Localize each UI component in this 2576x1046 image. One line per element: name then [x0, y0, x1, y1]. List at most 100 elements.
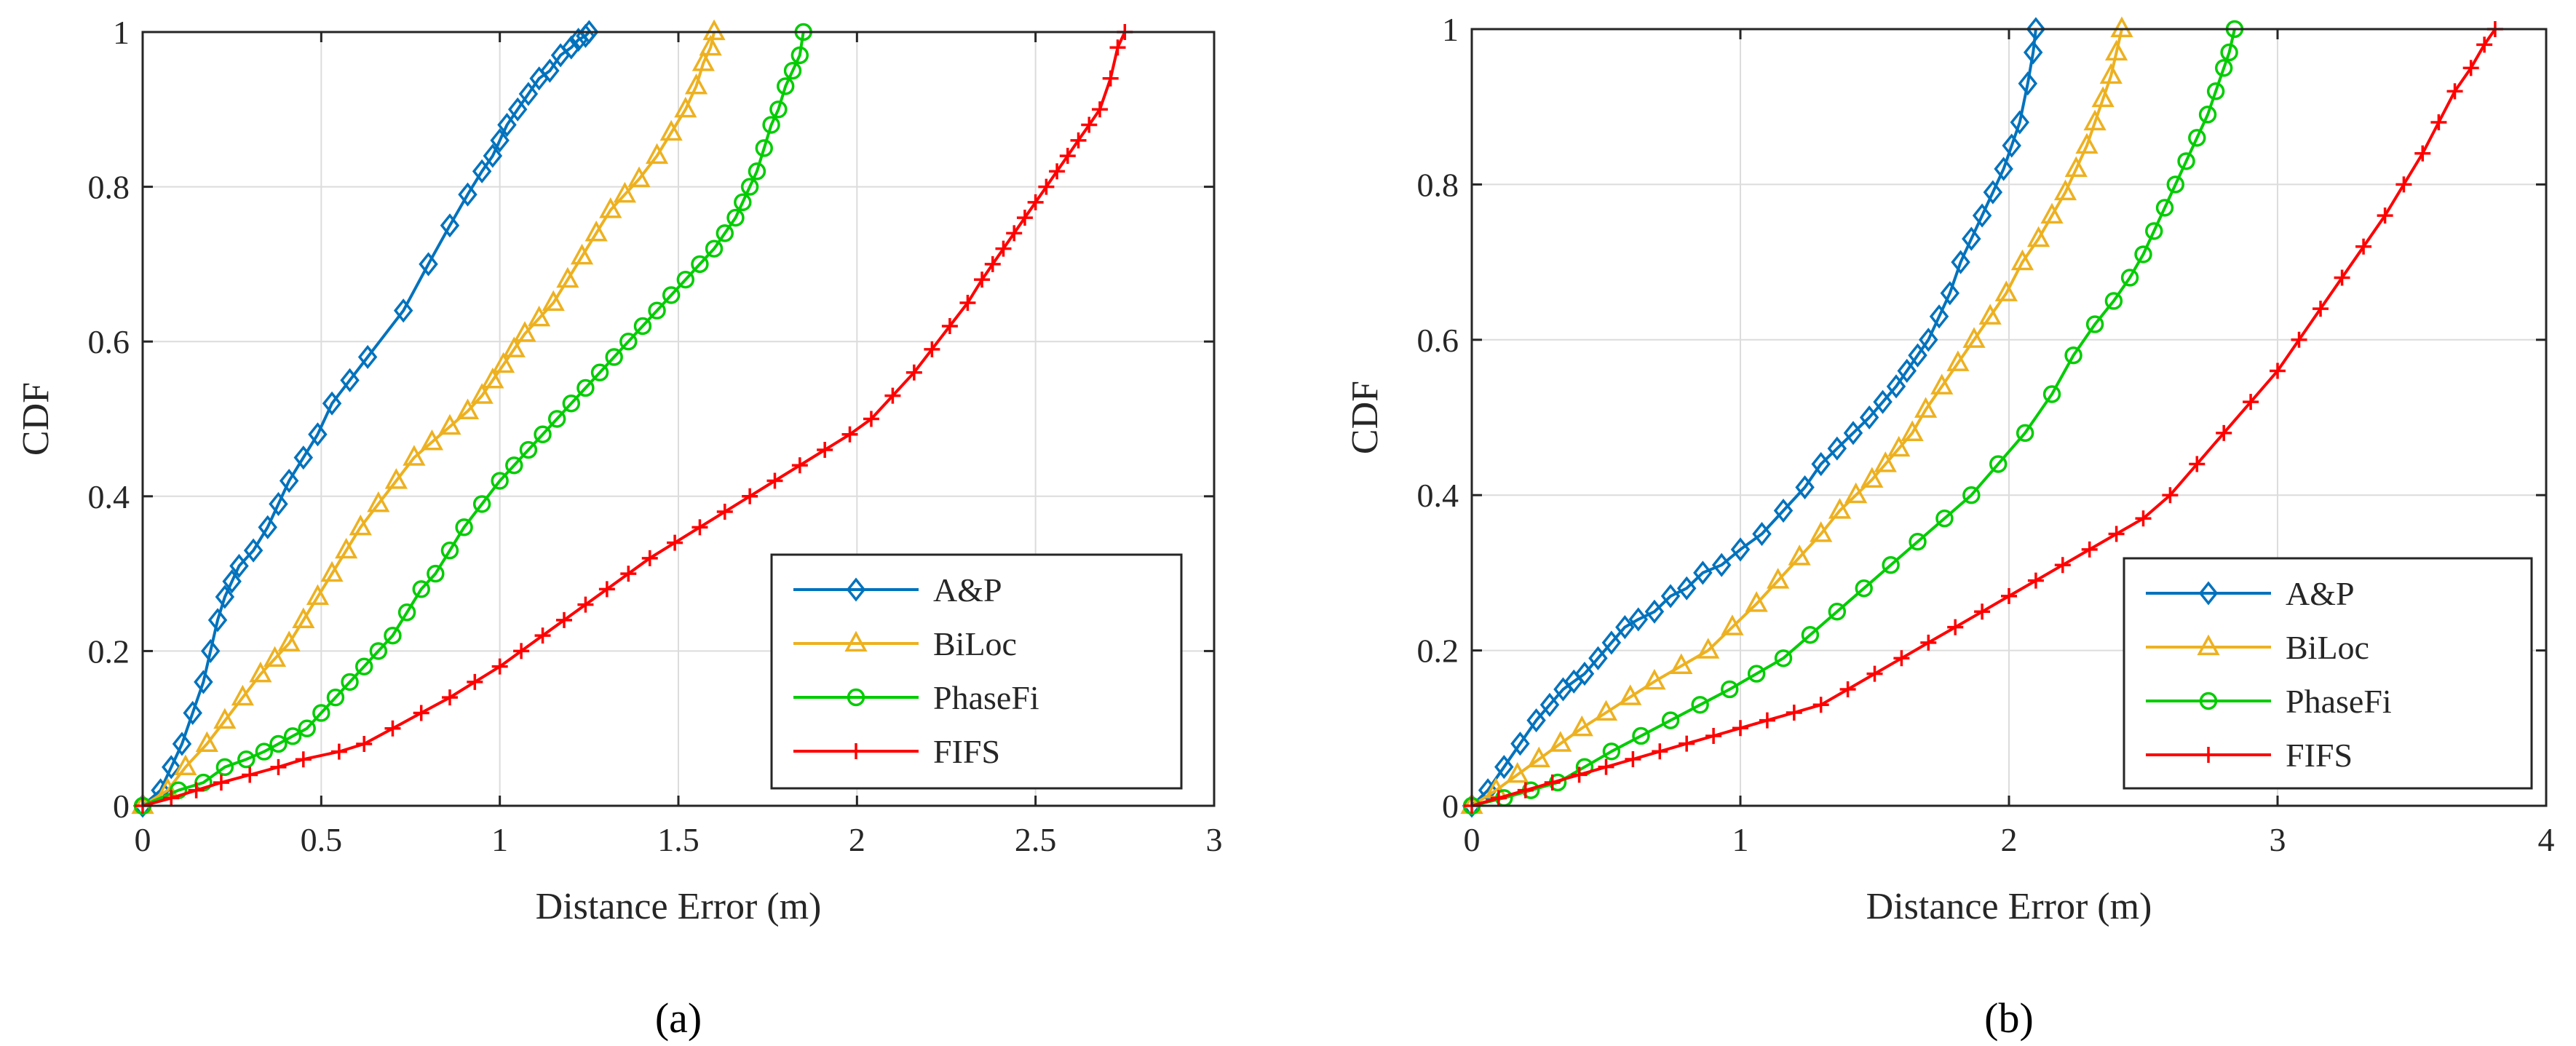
data-point-b-0-19 — [1752, 521, 1772, 547]
data-point-a-0-26 — [490, 128, 510, 153]
data-point-a-3-33 — [941, 317, 958, 334]
x-tick-label-a-4: 2 — [849, 821, 865, 858]
data-point-a-1-36 — [684, 74, 708, 95]
legend-marker-shape-a-1 — [844, 630, 868, 652]
data-point-b-1-20 — [1887, 435, 1911, 457]
chart-panel-a: 0 0.5 1 1.5 2 2.5 3 0 0.2 0.4 0.6 0.8 1 Distance Err… — [15, 14, 1223, 1042]
data-point-b-3-14 — [1839, 681, 1856, 697]
legend-label-a-1: BiLoc — [933, 625, 1017, 662]
data-point-b-1-25 — [1962, 327, 1986, 348]
data-point-a-2-36 — [705, 239, 724, 258]
data-point-b-3-7 — [1652, 743, 1668, 760]
data-point-b-0-9 — [1588, 646, 1608, 670]
data-point-b-0-16 — [1693, 560, 1713, 585]
legend-marker-shape-b-1 — [2197, 634, 2220, 656]
legend-item-b-0: A&P — [2146, 575, 2355, 612]
data-point-a-2-26 — [562, 395, 580, 413]
data-point-a-2-47 — [790, 46, 809, 65]
data-point-b-0-23 — [1827, 436, 1847, 461]
data-point-a-2-31 — [633, 317, 652, 336]
data-point-b-1-29 — [2026, 226, 2050, 247]
data-point-a-2-34 — [676, 270, 695, 289]
data-point-a-2-33 — [662, 286, 681, 304]
data-point-a-3-6 — [295, 751, 312, 768]
data-point-b-0-4 — [1526, 708, 1546, 733]
data-point-a-3-42 — [1049, 163, 1066, 180]
data-point-b-1-35 — [2091, 86, 2115, 108]
data-point-b-0-26 — [1873, 389, 1893, 414]
data-point-a-1-5 — [231, 684, 254, 706]
data-point-a-1-10 — [306, 584, 330, 606]
y-tick-label-a-3: 0.6 — [88, 323, 130, 360]
data-point-b-1-28 — [2010, 249, 2034, 271]
data-point-a-2-24 — [534, 425, 552, 443]
series-markers-a-2 — [133, 23, 812, 815]
data-point-b-1-3 — [1527, 746, 1550, 768]
data-point-a-1-25 — [528, 305, 551, 327]
x-tick-label-a-0: 0 — [135, 821, 151, 858]
data-point-a-0-13 — [269, 491, 288, 516]
y-tick-label-a-4: 0.8 — [88, 169, 130, 206]
data-point-b-2-7 — [1661, 711, 1680, 729]
data-point-a-2-22 — [505, 456, 523, 475]
data-point-b-0-27 — [1886, 374, 1906, 399]
data-point-a-3-32 — [924, 341, 940, 357]
data-point-a-0-9 — [222, 569, 242, 594]
data-point-a-2-29 — [605, 348, 623, 366]
legend-label-b-0: A&P — [2286, 575, 2355, 612]
legend-a: A&P BiLoc PhaseFi FIFS — [770, 553, 1183, 790]
legend-marker-shape-a-3 — [848, 743, 864, 759]
y-tick-label-a-2: 0.4 — [88, 478, 130, 515]
data-point-a-3-37 — [995, 240, 1012, 257]
data-point-b-3-34 — [2355, 238, 2372, 255]
data-point-a-1-8 — [277, 630, 301, 651]
legend-marker-shape-b-3 — [2200, 747, 2216, 763]
data-point-a-1-39 — [702, 19, 726, 41]
data-point-a-0-11 — [243, 538, 263, 563]
data-point-a-2-38 — [726, 208, 745, 227]
data-point-b-0-2 — [1494, 755, 1514, 780]
data-point-a-0-22 — [440, 213, 460, 238]
y-tick-label-b-5: 1 — [1442, 11, 1459, 48]
x-tick-label-a-5: 2.5 — [1015, 821, 1057, 858]
data-point-b-0-3 — [1510, 732, 1530, 756]
data-point-a-1-12 — [335, 537, 358, 559]
data-point-b-1-32 — [2064, 156, 2088, 178]
data-point-a-3-46 — [1091, 101, 1108, 118]
data-point-a-0-29 — [518, 82, 539, 106]
data-point-b-3-26 — [2162, 487, 2179, 504]
data-point-b-0-24 — [1843, 421, 1863, 445]
data-point-a-0-4 — [183, 700, 202, 725]
series-markers-b-3 — [1464, 21, 2503, 814]
data-point-b-3-10 — [1732, 720, 1748, 737]
data-point-a-1-37 — [691, 50, 715, 71]
data-point-a-3-2 — [188, 782, 205, 799]
data-point-b-1-13 — [1767, 568, 1790, 589]
data-point-a-1-11 — [320, 560, 344, 582]
data-point-b-2-31 — [2188, 129, 2206, 147]
data-point-a-0-14 — [279, 468, 299, 494]
data-point-b-3-22 — [2054, 557, 2071, 574]
data-point-b-3-8 — [1679, 735, 1695, 752]
series-markers-a-0 — [132, 20, 599, 818]
data-point-a-3-47 — [1102, 70, 1119, 87]
data-point-a-3-4 — [242, 766, 258, 783]
data-point-b-3-21 — [2027, 572, 2044, 589]
data-point-b-2-29 — [2166, 175, 2184, 194]
y-tick-label-b-3: 0.6 — [1417, 322, 1459, 359]
data-point-b-0-15 — [1676, 576, 1697, 601]
data-point-a-3-20 — [641, 550, 658, 566]
data-point-b-2-23 — [2085, 315, 2104, 333]
data-point-a-1-38 — [699, 34, 722, 56]
data-point-b-3-5 — [1598, 758, 1614, 775]
data-point-b-3-37 — [2414, 145, 2431, 162]
data-point-b-0-41 — [2023, 40, 2043, 65]
data-point-b-2-11 — [1774, 649, 1793, 667]
data-point-a-3-25 — [766, 472, 783, 489]
data-point-b-3-12 — [1786, 704, 1802, 721]
data-point-a-3-41 — [1038, 178, 1055, 195]
data-point-a-2-4 — [237, 750, 255, 769]
data-point-b-3-11 — [1759, 712, 1775, 729]
legend-item-b-2: PhaseFi — [2146, 683, 2392, 720]
data-point-a-1-20 — [470, 383, 494, 404]
